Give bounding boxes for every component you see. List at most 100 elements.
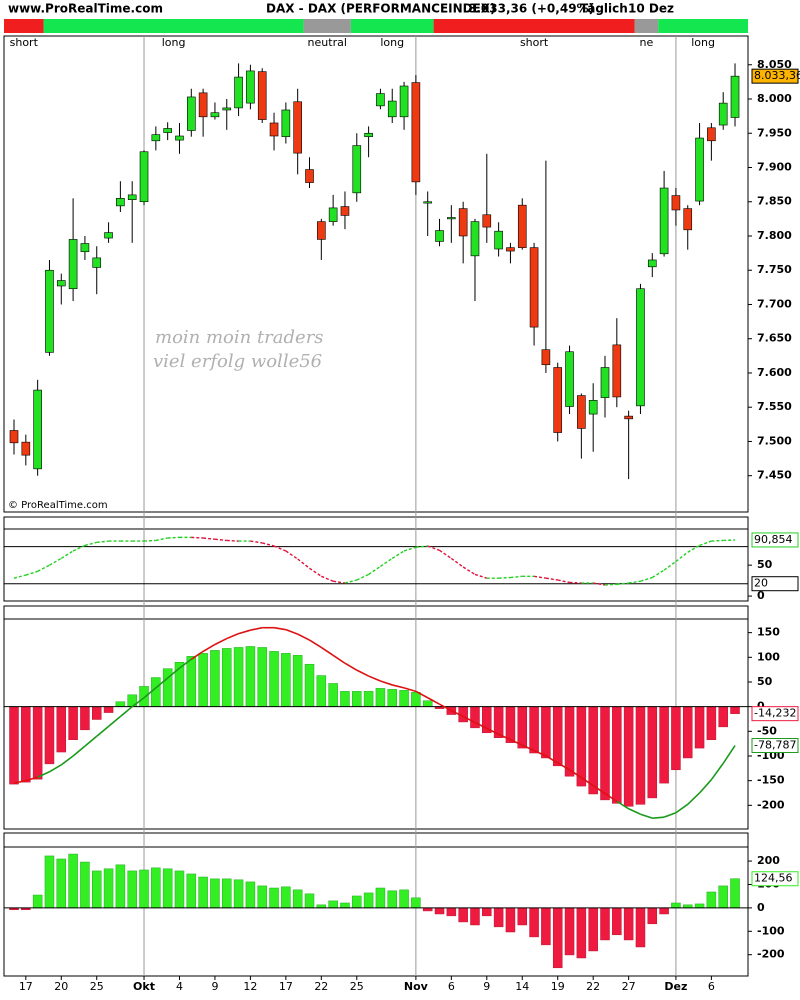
candle-body xyxy=(600,367,610,398)
candle-body xyxy=(116,198,125,207)
oscillator-line xyxy=(711,539,724,542)
histogram-bar xyxy=(162,868,173,909)
histogram-bar xyxy=(552,907,563,969)
oscillator-line xyxy=(203,537,216,540)
candle-body xyxy=(33,389,42,470)
regime-band xyxy=(43,19,304,33)
candle-body xyxy=(45,269,54,353)
histogram-bar xyxy=(281,653,291,707)
signal-line xyxy=(84,735,98,747)
instrument: DAX - DAX (PERFORMANCEINDEX) xyxy=(266,2,496,16)
histogram-bar xyxy=(446,907,457,917)
candle-body xyxy=(671,195,681,211)
value-box xyxy=(751,706,799,722)
signal-line xyxy=(392,684,405,689)
candle-body xyxy=(647,259,657,268)
oscillator-line xyxy=(333,580,346,584)
histogram-bar xyxy=(375,887,386,909)
signal-line xyxy=(557,762,570,771)
histogram-bar xyxy=(411,897,421,909)
y-tick-label: 8.000 xyxy=(757,92,792,105)
oscillator-line xyxy=(569,581,582,584)
signal-line xyxy=(250,626,263,631)
value-box xyxy=(751,738,799,754)
x-tick-label: 17 xyxy=(19,980,33,993)
histogram-bar xyxy=(56,858,67,909)
oscillator-line xyxy=(557,579,570,584)
histogram-bar xyxy=(115,701,126,707)
x-tick-label: 6 xyxy=(708,980,715,993)
y-tick-label: -150 xyxy=(757,774,785,787)
histogram-bar xyxy=(257,885,267,909)
histogram-bar xyxy=(151,677,161,707)
y-tick-label: 7.600 xyxy=(757,366,792,379)
histogram-bar xyxy=(316,675,327,707)
candle-body xyxy=(163,128,172,133)
candle-body xyxy=(328,207,338,222)
x-tick-label: 12 xyxy=(243,980,257,993)
histogram-bar xyxy=(541,706,551,759)
oscillator-line xyxy=(474,573,488,579)
oscillator-line xyxy=(262,542,275,547)
oscillator-line xyxy=(723,539,736,542)
value-box xyxy=(751,532,799,548)
signal-line xyxy=(427,697,440,705)
watermark: viel erfolg wolle56 xyxy=(153,351,322,372)
histogram-bar xyxy=(245,646,256,707)
oscillator-line xyxy=(25,570,38,576)
oscillator-line xyxy=(344,579,357,584)
candle-body xyxy=(636,288,645,407)
signal-line xyxy=(96,725,110,737)
signal-line xyxy=(297,633,310,641)
oscillator-line xyxy=(96,540,109,544)
histogram-bar xyxy=(363,691,374,707)
histogram-bar xyxy=(659,706,669,784)
oscillator-line xyxy=(628,580,641,584)
regime-band xyxy=(4,19,44,33)
y-tick-label: 0 xyxy=(757,700,765,713)
histogram-bar xyxy=(245,881,256,909)
signal-line xyxy=(569,769,582,779)
histogram-bar xyxy=(186,873,197,909)
oscillator-line xyxy=(663,560,677,571)
histogram-bar xyxy=(292,889,303,909)
candle-body xyxy=(175,135,184,141)
signal-line xyxy=(652,816,665,819)
oscillator-line xyxy=(214,538,227,542)
y-tick-label: 7.750 xyxy=(757,263,792,276)
y-tick-label: -50 xyxy=(757,724,777,737)
x-tick-label: 9 xyxy=(483,980,490,993)
candle-body xyxy=(187,96,196,131)
oscillator-line xyxy=(380,557,393,567)
histogram-bar xyxy=(222,648,232,707)
histogram-bar xyxy=(588,706,598,795)
interval: Täglich xyxy=(580,2,628,16)
y-tick-label: 150 xyxy=(757,626,780,639)
oscillator-panel xyxy=(3,516,749,602)
histogram-bar xyxy=(612,706,622,804)
candle-body xyxy=(612,344,622,398)
candle-body xyxy=(92,257,102,268)
histogram-bar xyxy=(174,870,185,909)
signal-line xyxy=(344,662,358,671)
signal-line xyxy=(273,626,286,631)
histogram-bar xyxy=(103,706,114,713)
histogram-bar xyxy=(682,706,693,759)
histogram-bar xyxy=(694,706,705,749)
x-tick-label: 6 xyxy=(448,980,455,993)
signal-line xyxy=(13,779,26,784)
copyright: © ProRealTime.com xyxy=(8,500,108,511)
histogram-bar xyxy=(363,892,374,909)
signal-line xyxy=(403,687,417,693)
histogram-bar xyxy=(210,650,220,707)
candle-body xyxy=(506,247,515,252)
histogram-bar xyxy=(186,656,197,707)
signal-line xyxy=(320,646,334,657)
signal-line xyxy=(640,813,653,819)
value-label: 20 xyxy=(754,577,768,590)
histogram-bar xyxy=(127,870,137,909)
candle-body xyxy=(246,70,255,104)
histogram-bar xyxy=(659,907,669,915)
oscillator-line xyxy=(687,544,700,553)
histogram-bar xyxy=(730,706,740,714)
